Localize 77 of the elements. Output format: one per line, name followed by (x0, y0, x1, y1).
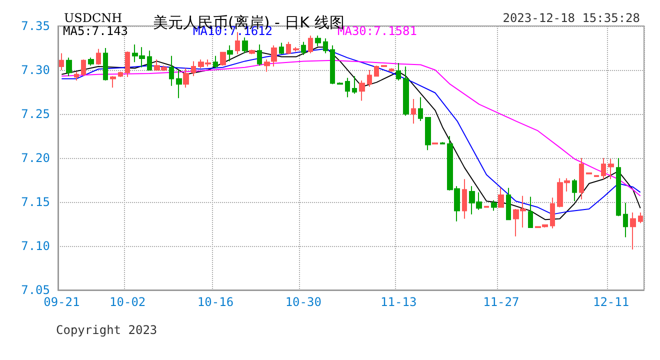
candlestick (403, 66, 409, 116)
candlestick (176, 70, 182, 99)
candlestick (74, 71, 79, 82)
candlestick (59, 52, 64, 70)
candlestick (125, 51, 130, 78)
candlestick (169, 55, 174, 86)
y-tick-label: 7.25 (21, 107, 50, 121)
candlestick (498, 187, 504, 208)
candlestick (330, 44, 335, 85)
candlestick (213, 55, 218, 69)
candlestick (491, 200, 497, 212)
candlestick (396, 62, 401, 82)
text: 2023-12-18 15:35:28 (502, 11, 640, 25)
x-tick-label: 11-27 (483, 295, 520, 309)
candlestick (389, 68, 394, 72)
candlestick (88, 57, 94, 66)
candlestick (147, 50, 152, 70)
text: USDCNH (64, 11, 122, 25)
candlestick (249, 49, 255, 55)
x-tick-label: 09-21 (44, 295, 80, 309)
x-tick-label: 12-11 (592, 295, 630, 309)
x-tick-label: 10-16 (197, 295, 234, 309)
candlestick (425, 117, 431, 151)
x-tick-label: 10-30 (285, 295, 322, 309)
candlestick (374, 65, 379, 77)
y-tick-label: 7.20 (21, 151, 50, 165)
candlestick (630, 212, 636, 250)
candlestick (418, 96, 423, 122)
candlestick (293, 46, 299, 52)
y-tick-label: 7.30 (21, 63, 50, 77)
candlestick (118, 71, 123, 78)
candlestick (352, 76, 357, 94)
line-series (61, 60, 641, 196)
candlestick (96, 48, 101, 66)
text: MA5:7.143 (63, 24, 128, 38)
candlestick (623, 202, 628, 238)
candlestick (301, 41, 306, 56)
candlestick (616, 158, 621, 217)
candlestick (550, 197, 555, 229)
candlestick (308, 35, 313, 54)
candlestick (367, 70, 372, 88)
candlestick (462, 178, 467, 220)
candlestick (528, 196, 533, 228)
candlestick (220, 52, 226, 66)
candlestick (506, 187, 511, 220)
candlestick (257, 44, 262, 66)
candlestick (579, 158, 584, 200)
y-tick-label: 7.15 (21, 195, 50, 209)
candlestick (411, 98, 416, 124)
candlestick (315, 35, 321, 47)
candlestick (638, 212, 643, 224)
y-tick-label: 7.10 (21, 239, 50, 253)
candlestick (286, 41, 291, 55)
candlestick (264, 58, 270, 72)
candlestick (242, 36, 248, 54)
x-tick-label: 10-02 (110, 295, 146, 309)
candlestick (337, 82, 343, 85)
candlestick (572, 178, 577, 202)
candlestick (601, 158, 606, 180)
candlestick (183, 68, 189, 88)
candlestick (103, 48, 108, 82)
candlestick (323, 38, 328, 54)
candlestick (271, 44, 277, 67)
candlestick (279, 42, 284, 55)
candlestick (81, 58, 86, 77)
candlestick (66, 57, 72, 77)
candlestick (110, 76, 116, 88)
candlestick (440, 142, 445, 144)
candlestick (345, 77, 350, 98)
candlestick (608, 158, 614, 180)
text: Copyright 2023 (56, 323, 158, 337)
y-tick-label: 7.35 (21, 19, 50, 33)
candlestick (227, 44, 233, 62)
y-tick-label: 7.05 (21, 283, 50, 297)
candlestick (359, 80, 365, 102)
x-tick-label: 11-13 (380, 295, 417, 309)
candlestick (191, 60, 196, 77)
